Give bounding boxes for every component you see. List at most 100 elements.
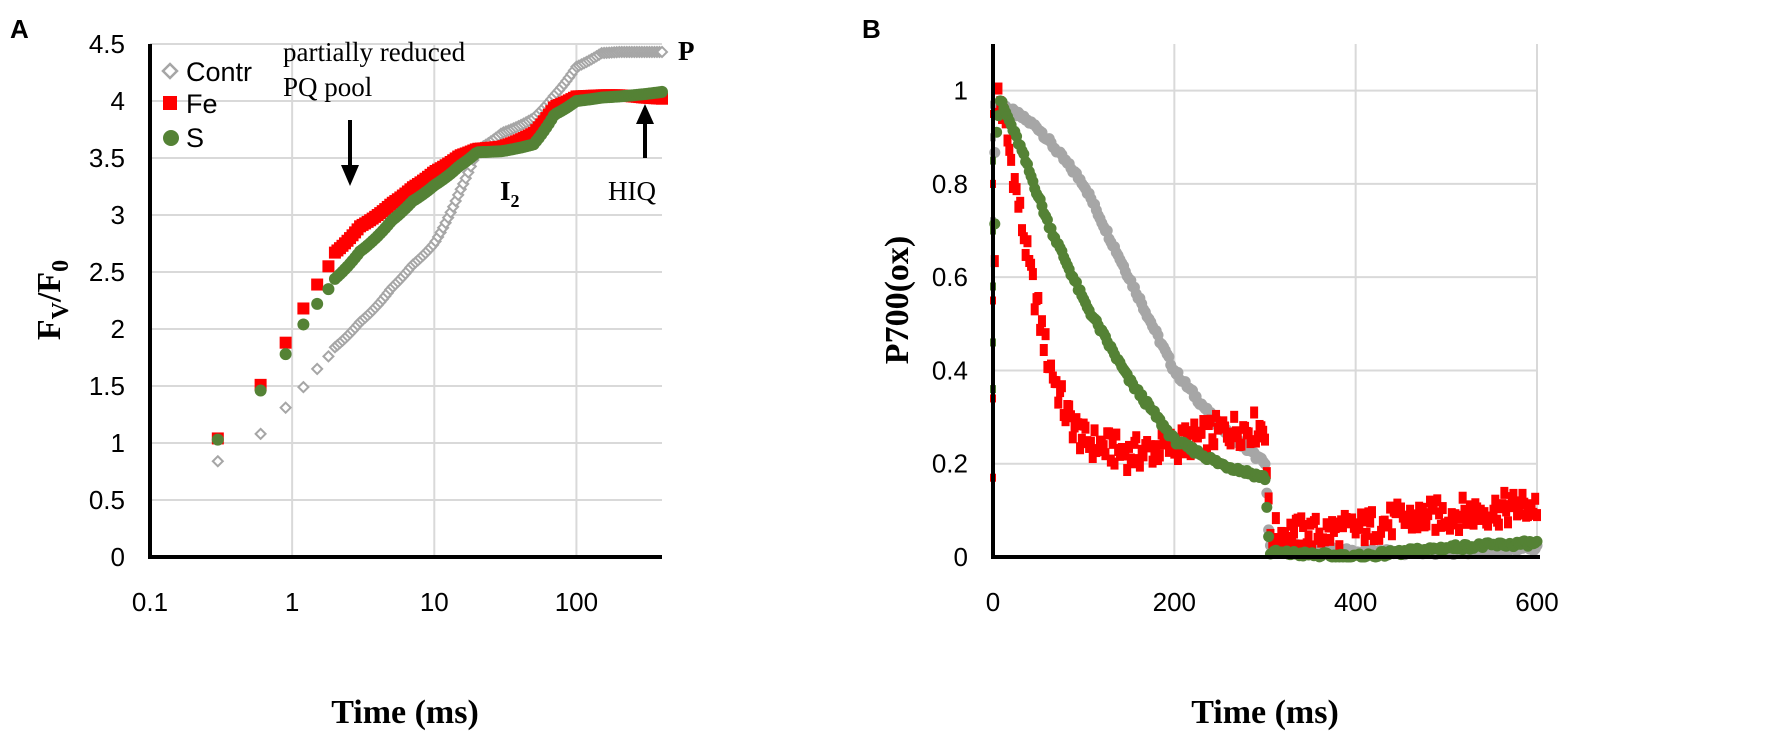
data-point-fe (1288, 537, 1297, 550)
data-point-fe (1179, 446, 1188, 459)
panel-b: B 0 0.2 0.4 0.6 0.8 1 0 200 400 600 Time (ms) P70… (862, 14, 1559, 731)
data-point-fe (1360, 534, 1369, 547)
legend-contr: Contr (186, 57, 252, 87)
data-point-fe (1282, 531, 1291, 544)
annot-hiq: HIQ (608, 176, 656, 206)
data-point-fe (1148, 455, 1157, 468)
panel-b-ytick-label: 0.6 (932, 262, 968, 292)
data-point-fe (1170, 446, 1179, 459)
data-point-fe (1112, 428, 1121, 441)
panel-b-ytick-label: 0.2 (932, 449, 968, 479)
annot-p: P (678, 36, 695, 66)
panel-b-xtick-label: 600 (1515, 587, 1558, 617)
data-point-fe (1338, 520, 1347, 533)
data-point-fe (1491, 494, 1500, 507)
data-point-fe (1068, 431, 1077, 444)
data-point-fe (1125, 440, 1133, 453)
data-point-fe (1514, 507, 1523, 520)
data-point-fe (1520, 497, 1529, 510)
data-point-fe (1027, 258, 1036, 271)
data-point-fe (1076, 442, 1085, 455)
data-point-fe (1355, 521, 1364, 534)
data-point-fe (1416, 510, 1425, 523)
data-point-fe (1487, 511, 1496, 524)
data-point-fe (1455, 523, 1464, 536)
panel-b-y-label: P700(ox) (879, 236, 916, 364)
data-point-fe (1264, 492, 1273, 505)
data-point-fe (1003, 134, 1012, 147)
data-point-fe (1366, 515, 1375, 528)
data-point-fe (1065, 400, 1074, 413)
data-point-fe (1161, 435, 1170, 448)
data-point-fe (1527, 499, 1536, 512)
panel-a-xtick-label: 100 (555, 587, 598, 617)
data-point-fe (1397, 502, 1405, 515)
data-point-fe (1418, 502, 1427, 515)
data-point-fe (1036, 323, 1045, 336)
panel-a-ticks: 0 0.5 1 1.5 2 2.5 3 3.5 4 4.5 0.1 1 10 100 (89, 29, 598, 617)
annot-i2: I2 (500, 176, 520, 211)
data-point-fe (1304, 530, 1313, 543)
panel-a-y-label: FV/F0 (31, 260, 74, 340)
data-point-fe (1326, 533, 1335, 546)
data-point-fe (1465, 500, 1474, 513)
data-point-fe (1023, 235, 1032, 248)
panel-a-label: A (10, 14, 29, 44)
data-point-fe (1422, 518, 1431, 531)
data-point-fe (1438, 502, 1447, 515)
data-point-fe (1348, 513, 1357, 526)
panel-b-xtick-label: 0 (986, 587, 1000, 617)
panel-b-series-fe (990, 82, 1541, 554)
data-point-fe (1384, 519, 1393, 532)
data-point-fe (1110, 457, 1119, 470)
data-point-fe (1230, 410, 1239, 423)
data-point-fe (1101, 448, 1110, 461)
data-point-fe (1244, 427, 1253, 440)
data-point-fe (1041, 328, 1050, 341)
data-point-fe (1358, 514, 1367, 527)
data-point-fe (311, 278, 324, 291)
panel-a-annotations: partially reduced PQ pool I2 HIQ P (283, 36, 695, 211)
data-point-fe (1202, 444, 1211, 457)
data-point-fe (1362, 527, 1371, 540)
legend-s-marker (163, 130, 179, 146)
data-point-fe (297, 302, 310, 315)
data-point-s (254, 384, 267, 397)
data-point-s (322, 283, 335, 296)
data-point-fe (1123, 464, 1132, 477)
data-point-fe (1074, 418, 1083, 431)
annot-hiq-bg (590, 170, 670, 210)
data-point-fe (1016, 196, 1025, 209)
data-point-fe (1456, 511, 1465, 524)
legend-fe: Fe (186, 89, 218, 119)
data-point-fe (1221, 421, 1230, 434)
data-point-fe (1155, 449, 1164, 462)
panel-a-ytick-label: 0.5 (89, 485, 125, 515)
data-point-s (656, 85, 668, 98)
data-point-fe (279, 336, 292, 349)
data-point-fe (1531, 492, 1540, 505)
data-point-fe (1431, 523, 1440, 536)
panel-a-x-label: Time (ms) (331, 694, 479, 731)
ylabel-slash-f: /F (31, 272, 68, 303)
data-point-fe (1099, 440, 1108, 453)
data-point-fe (1509, 488, 1518, 501)
data-point-fe (1054, 396, 1063, 409)
data-point-fe (1469, 517, 1478, 530)
panel-a-ytick-label: 2 (111, 314, 125, 344)
data-point-fe (1028, 268, 1037, 281)
data-point-s (311, 297, 324, 310)
panel-b-ytick-label: 0.4 (932, 355, 968, 385)
data-point-fe (1012, 183, 1021, 196)
panel-b-ytick-label: 0 (954, 542, 968, 572)
data-point-fe (1429, 502, 1438, 515)
panel-a-ytick-label: 1 (111, 428, 125, 458)
panel-a-ytick-label: 3 (111, 200, 125, 230)
data-point-fe (1190, 418, 1199, 431)
data-point-fe (1253, 430, 1262, 443)
arrow-hiq-head (636, 104, 654, 124)
data-point-fe (1197, 426, 1206, 439)
data-point-fe (1030, 303, 1039, 316)
data-point-fe (1424, 508, 1433, 521)
arrow-pq-head (341, 165, 359, 186)
